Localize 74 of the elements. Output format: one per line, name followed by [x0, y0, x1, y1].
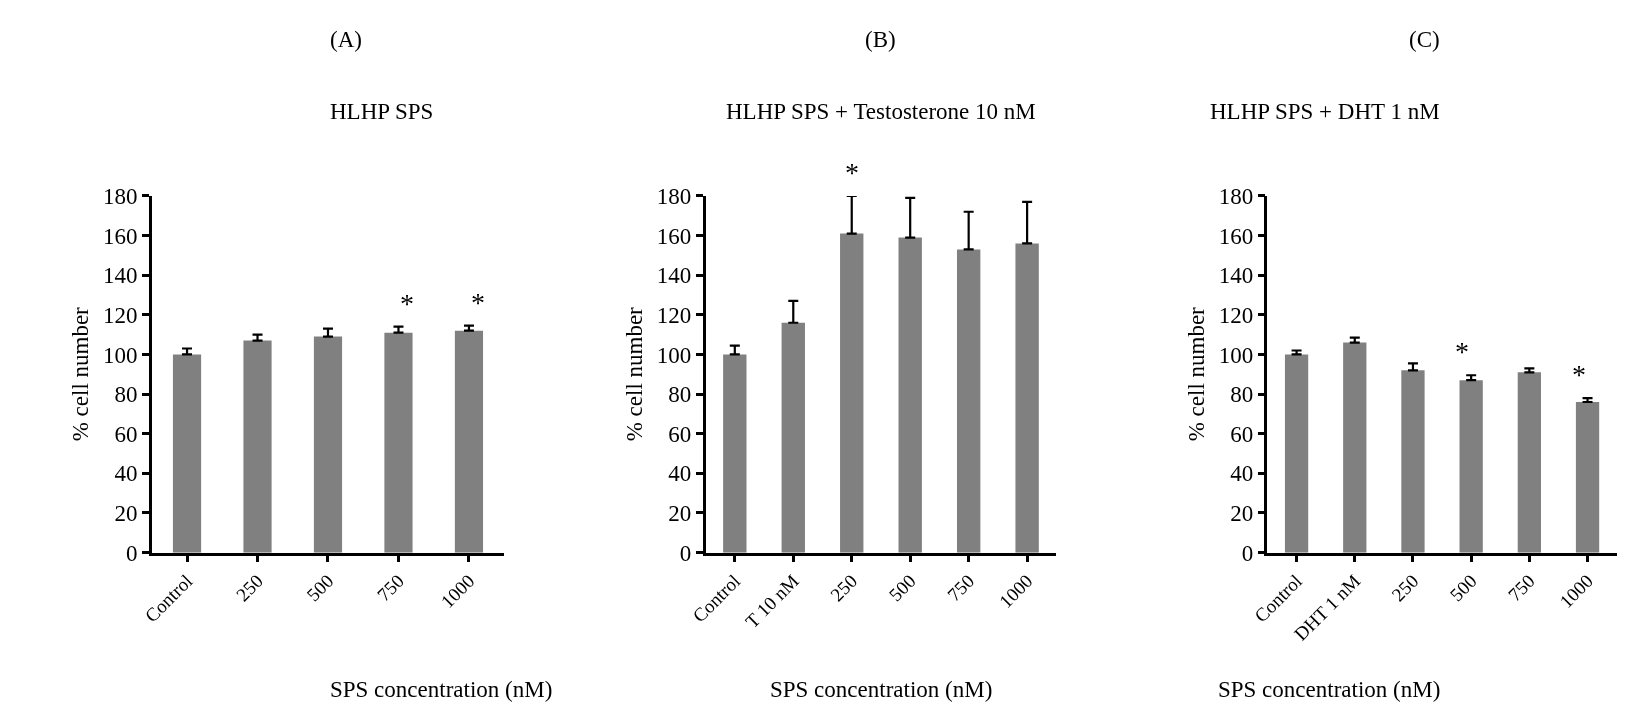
bar — [1401, 370, 1425, 553]
y-tick-label: 0 — [679, 540, 692, 566]
x-tick-label: 750 — [373, 570, 409, 606]
x-axis-title: SPS concentration (nM) — [770, 677, 993, 702]
annotation: * — [471, 287, 485, 318]
bar — [1343, 342, 1367, 553]
x-axis-title: SPS concentration (nM) — [1218, 677, 1441, 702]
bar — [172, 354, 202, 553]
y-tick-label: 60 — [114, 421, 138, 447]
x-tick-label: 500 — [884, 570, 920, 606]
y-tick-label: 100 — [102, 342, 138, 368]
y-tick-label: 100 — [1218, 342, 1254, 368]
x-axis-title: SPS concentration (nM) — [330, 677, 553, 702]
y-tick-label: 80 — [668, 382, 692, 408]
x-tick-label: 750 — [1503, 570, 1539, 606]
x-tick-label: 500 — [1445, 570, 1481, 606]
y-tick-label: 60 — [1230, 421, 1254, 447]
y-tick-label: 180 — [1218, 183, 1254, 209]
y-tick-label: 0 — [1241, 540, 1254, 566]
bar — [781, 322, 805, 553]
y-axis-title: % cell number — [1184, 306, 1210, 442]
bar — [956, 249, 981, 553]
x-tick-label: 250 — [826, 570, 862, 606]
y-tick-label: 40 — [114, 461, 138, 487]
chart-subtitle: HLHP SPS + DHT 1 nM — [1210, 99, 1440, 124]
y-axis-title: % cell number — [68, 306, 94, 442]
x-tick-label: 250 — [232, 570, 268, 606]
y-tick-label: 40 — [1230, 461, 1254, 487]
y-tick-label: 40 — [668, 461, 692, 487]
bar — [1284, 354, 1309, 553]
bar — [243, 340, 272, 553]
bar — [1015, 243, 1039, 553]
chart-title: (A) — [330, 27, 362, 52]
chart-title: (C) — [1409, 27, 1440, 52]
bar — [1575, 402, 1600, 553]
x-tick-label: 750 — [943, 570, 979, 606]
y-tick-label: 100 — [656, 342, 692, 368]
y-tick-label: 140 — [102, 263, 138, 289]
bar — [1517, 372, 1541, 553]
annotation: * — [1455, 336, 1469, 367]
bar — [384, 332, 413, 553]
x-tick-label: T 10 nM — [741, 570, 803, 633]
y-tick-label: 120 — [656, 302, 692, 328]
chart-subtitle: HLHP SPS — [330, 99, 434, 124]
y-tick-label: 60 — [668, 421, 692, 447]
annotation: * — [400, 288, 414, 319]
y-tick-label: 160 — [1218, 223, 1254, 249]
bar — [1459, 380, 1483, 553]
bar — [840, 233, 864, 553]
bar — [898, 237, 922, 553]
y-tick-label: 140 — [656, 263, 692, 289]
y-tick-label: 140 — [1218, 263, 1254, 289]
y-tick-label: 20 — [668, 501, 692, 527]
y-tick-label: 120 — [102, 302, 138, 328]
y-tick-label: 160 — [102, 223, 138, 249]
y-tick-label: 160 — [656, 223, 692, 249]
bar — [723, 354, 747, 553]
x-tick-label: 500 — [302, 570, 338, 606]
y-axis-title: % cell number — [622, 306, 648, 442]
y-tick-label: 0 — [125, 540, 138, 566]
annotation: * — [1572, 359, 1586, 390]
bar — [313, 336, 343, 553]
chart-subtitle: HLHP SPS + Testosterone 10 nM — [726, 99, 1036, 124]
bar — [454, 330, 484, 553]
y-tick-label: 180 — [656, 183, 692, 209]
y-tick-label: 80 — [114, 382, 138, 408]
x-tick-label: 250 — [1387, 570, 1423, 606]
chart-title: (B) — [865, 27, 896, 52]
y-tick-label: 180 — [102, 183, 138, 209]
y-tick-label: 20 — [114, 501, 138, 527]
y-tick-label: 80 — [1230, 382, 1254, 408]
annotation: * — [845, 157, 859, 188]
y-tick-label: 120 — [1218, 302, 1254, 328]
y-tick-label: 20 — [1230, 501, 1254, 527]
